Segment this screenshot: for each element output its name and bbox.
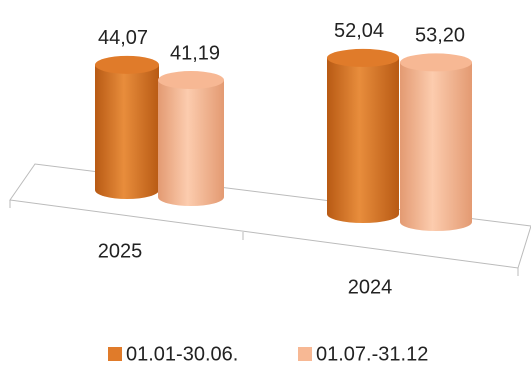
bar-top: [327, 48, 399, 67]
bar-top: [158, 71, 224, 90]
value-label: 41,19: [170, 42, 220, 64]
legend-swatch: [298, 347, 312, 361]
bar-top: [95, 55, 159, 74]
value-label: 53,20: [415, 25, 465, 47]
bar: [158, 80, 224, 206]
x-tick-label: 2024: [348, 276, 393, 298]
legend-label: 01.07.-31.12: [316, 343, 428, 365]
legend-label: 01.01-30.06.: [126, 343, 238, 365]
value-label: 44,07: [98, 27, 148, 49]
legend-swatch: [108, 347, 122, 361]
value-label: 52,04: [334, 20, 384, 42]
x-tick-label: 2025: [98, 240, 143, 262]
bar: [95, 64, 159, 199]
bar: [400, 62, 472, 232]
bar: [327, 57, 399, 223]
bar-top: [400, 53, 472, 72]
